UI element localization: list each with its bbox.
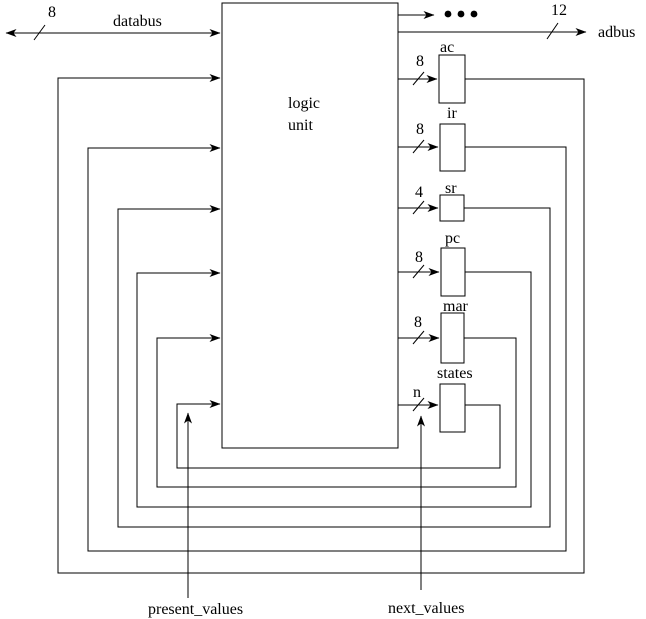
mar-width-slash: [412, 330, 425, 345]
states-feedback-line: [176, 400, 501, 469]
sr-register-box: [439, 194, 465, 222]
next-values-group: next_values: [388, 415, 464, 617]
states-width-label: n: [413, 384, 421, 401]
adbus-label: adbus: [598, 24, 635, 41]
ac-width-slash: [412, 71, 425, 86]
databus-width-label: 8: [48, 4, 56, 21]
register-pc: 8 pc: [136, 230, 532, 508]
pc-width-slash: [412, 264, 425, 279]
logic-unit-label-line2: unit: [288, 117, 313, 134]
databus-group: 8 databus: [5, 4, 221, 41]
ac-feedback-line: [57, 74, 585, 574]
ellipsis-dot: [457, 10, 465, 18]
mar-register-box: [440, 312, 465, 364]
ellipsis-dots-icon: [444, 10, 478, 18]
ellipsis-dot: [444, 10, 452, 18]
mar-register-label: mar: [443, 298, 469, 315]
mar-feedback-line: [156, 334, 517, 488]
sr-register-label: sr: [445, 180, 457, 197]
states-register-label: states: [437, 365, 473, 382]
sr-width-label: 4: [415, 184, 423, 201]
pc-register-label: pc: [445, 230, 460, 247]
ir-register-box: [439, 123, 466, 172]
next-values-label: next_values: [388, 600, 464, 617]
sr-feedback-line: [117, 205, 551, 528]
ir-feedback-line: [87, 144, 567, 552]
ac-register-label: ac: [440, 39, 454, 56]
ac-register-box: [438, 54, 466, 104]
register-states: n states: [176, 365, 501, 469]
pc-register-box: [440, 247, 466, 297]
sr-width-slash: [412, 200, 425, 215]
ac-width-label: 8: [416, 53, 424, 70]
present-values-group: present_values: [148, 412, 243, 618]
states-register-box: [439, 383, 466, 433]
logic-unit-box: [221, 2, 399, 449]
control-outputs-group: [398, 10, 478, 19]
ellipsis-dot: [470, 10, 478, 18]
register-ac: 8 ac: [57, 39, 585, 574]
ir-register-label: ir: [447, 105, 457, 122]
register-ir: 8 ir: [87, 105, 567, 552]
adbus-width-label: 12: [551, 2, 567, 19]
pc-width-label: 8: [415, 249, 423, 266]
present-values-label: present_values: [148, 601, 243, 618]
ir-width-slash: [412, 139, 425, 154]
logic-unit-block: logic unit: [221, 2, 399, 449]
databus-label: databus: [113, 13, 162, 30]
pc-feedback-line: [136, 269, 532, 508]
mar-width-label: 8: [414, 314, 422, 331]
register-mar: 8 mar: [156, 298, 517, 488]
adbus-group: 12 adbus: [398, 2, 635, 41]
ir-width-label: 8: [416, 121, 424, 138]
register-sr: 4 sr: [117, 180, 551, 528]
logic-unit-label-line1: logic: [288, 95, 320, 112]
adbus-width-slash: [546, 22, 559, 40]
databus-width-slash: [33, 24, 46, 41]
states-width-slash: [412, 397, 425, 412]
